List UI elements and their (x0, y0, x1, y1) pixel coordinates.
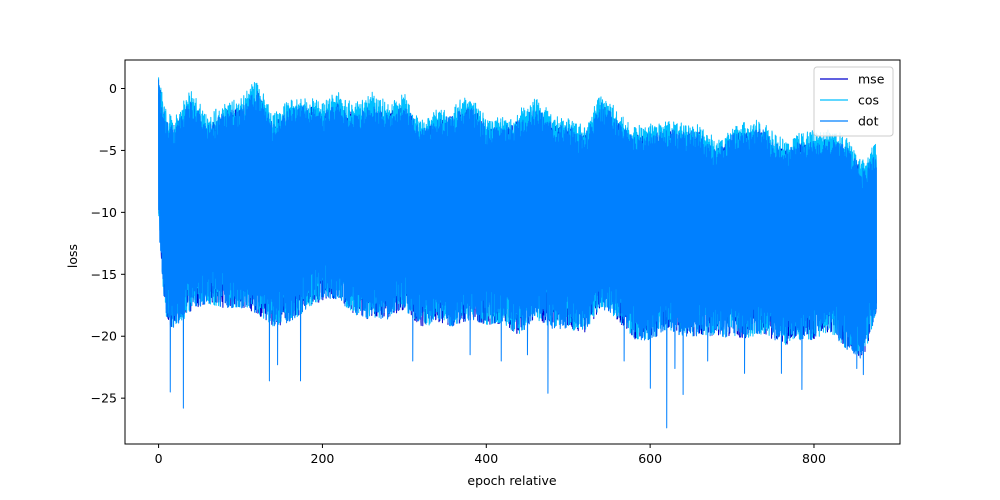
x-tick-label: 800 (802, 451, 826, 466)
y-tick-label: −5 (99, 143, 117, 158)
x-tick-label: 600 (638, 451, 662, 466)
y-tick-label: −20 (91, 329, 117, 344)
y-axis-label: loss (65, 244, 80, 268)
legend-label-mse: mse (858, 72, 885, 87)
legend-label-dot: dot (858, 114, 879, 129)
legend: mse cos dot (813, 66, 894, 137)
y-tick-label: −15 (91, 267, 117, 282)
y-tick-label: −10 (91, 205, 117, 220)
y-tick-label: −25 (91, 391, 117, 406)
legend-label-cos: cos (858, 93, 879, 108)
y-tick-label: 0 (109, 81, 117, 96)
x-axis-label: epoch relative (467, 473, 557, 488)
legend-box (813, 66, 894, 137)
plot-frame (124, 59, 901, 445)
plot-area (124, 59, 901, 445)
x-tick-label: 0 (155, 451, 163, 466)
x-axis-ticks: 0 200 400 600 800 (155, 444, 826, 466)
x-tick-label: 200 (311, 451, 335, 466)
series-line-dot (158, 79, 877, 429)
x-tick-label: 400 (474, 451, 498, 466)
y-axis-ticks: 0 −5 −10 −15 −20 −25 (91, 81, 125, 406)
